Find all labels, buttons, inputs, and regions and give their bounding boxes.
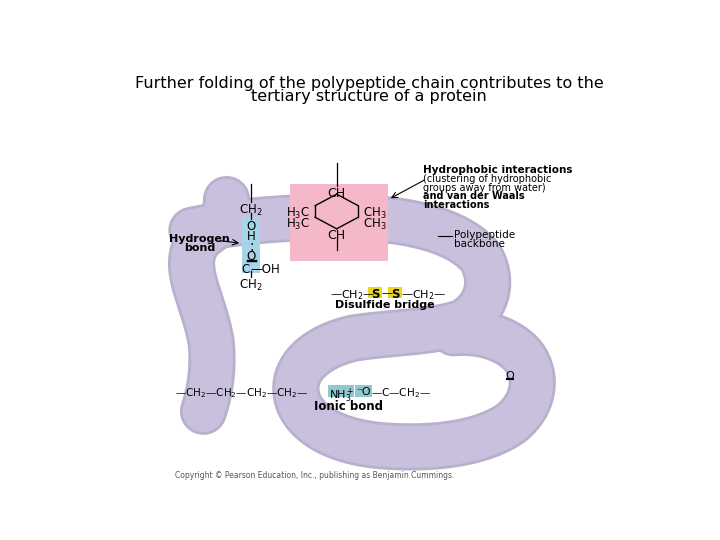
Text: —C—CH$_2$—: —C—CH$_2$— (372, 387, 431, 401)
Text: H$_3$C: H$_3$C (286, 206, 310, 221)
FancyBboxPatch shape (368, 287, 382, 298)
Text: Disulfide bridge: Disulfide bridge (335, 300, 434, 310)
Text: CH: CH (328, 187, 346, 200)
Text: —OH: —OH (251, 264, 280, 276)
Text: Hydrogen: Hydrogen (169, 234, 230, 244)
FancyBboxPatch shape (388, 287, 402, 298)
Text: Hydrophobic interactions: Hydrophobic interactions (423, 165, 572, 175)
FancyBboxPatch shape (355, 385, 372, 397)
Text: —CH$_2$—CH$_2$—CH$_2$—CH$_2$—: —CH$_2$—CH$_2$—CH$_2$—CH$_2$— (175, 387, 309, 401)
Text: H$_3$C: H$_3$C (286, 217, 310, 232)
Text: (clustering of hydrophobic: (clustering of hydrophobic (423, 174, 552, 184)
Text: —CH$_2$—: —CH$_2$— (330, 288, 376, 302)
Text: CH$_3$: CH$_3$ (364, 206, 387, 221)
Text: CH$_2$: CH$_2$ (239, 204, 263, 219)
FancyBboxPatch shape (289, 184, 388, 261)
Text: ·: · (250, 244, 254, 258)
Text: tertiary structure of a protein: tertiary structure of a protein (251, 90, 487, 104)
Text: —CH$_2$—: —CH$_2$— (401, 288, 446, 302)
Text: and van der Waals: and van der Waals (423, 191, 525, 201)
Text: O: O (246, 220, 256, 233)
Text: interactions: interactions (423, 200, 490, 210)
Text: Copyright © Pearson Education, Inc., publishing as Benjamin Cummings.: Copyright © Pearson Education, Inc., pub… (175, 470, 454, 480)
FancyBboxPatch shape (242, 217, 261, 273)
Text: CH$_3$: CH$_3$ (364, 217, 387, 232)
Text: H: H (247, 230, 256, 242)
Text: backbone: backbone (454, 239, 505, 249)
Text: CH$_2$: CH$_2$ (239, 278, 263, 293)
Text: Ionic bond: Ionic bond (314, 400, 383, 413)
Text: NH$_3^+$: NH$_3^+$ (328, 387, 354, 405)
Text: O: O (246, 251, 256, 264)
Text: C: C (242, 264, 250, 276)
Text: CH: CH (328, 229, 346, 242)
Text: Polypeptide: Polypeptide (454, 231, 515, 240)
Text: —: — (382, 288, 392, 298)
Text: ·: · (250, 238, 254, 252)
Text: groups away from water): groups away from water) (423, 183, 546, 193)
Text: Further folding of the polypeptide chain contributes to the: Further folding of the polypeptide chain… (135, 76, 603, 91)
Text: ⁻O: ⁻O (356, 387, 371, 397)
Text: S: S (371, 288, 379, 301)
Text: bond: bond (184, 242, 215, 253)
Text: S: S (391, 288, 400, 301)
FancyBboxPatch shape (328, 385, 354, 397)
Text: O: O (505, 372, 514, 381)
